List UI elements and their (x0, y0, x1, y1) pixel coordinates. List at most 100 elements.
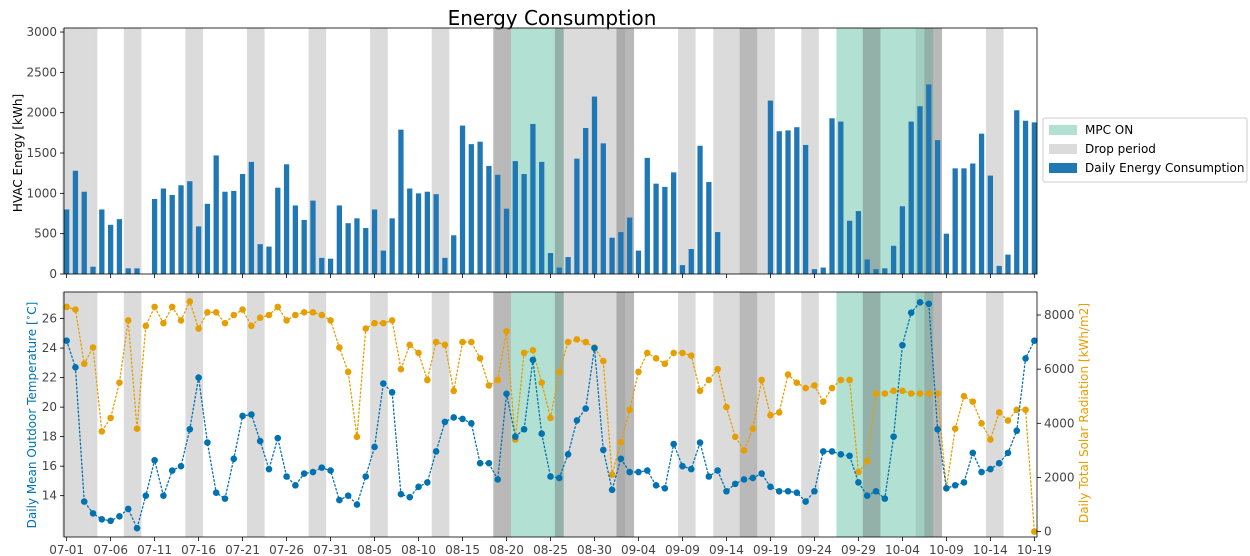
temperature-point-09-11 (696, 439, 704, 446)
temperature-point-09-05 (643, 467, 651, 474)
solar-point-07-15 (186, 298, 194, 305)
solar-point-07-30 (318, 311, 326, 319)
energy-bar-07-30 (319, 257, 325, 274)
solar-point-07-05 (98, 428, 106, 435)
solar-point-09-04 (635, 368, 642, 376)
solar-point-08-15 (459, 338, 466, 346)
solar-point-09-20 (775, 409, 783, 416)
energy-bar-07-22 (248, 161, 255, 274)
x-tick-label: 08-20 (489, 543, 524, 556)
temperature-point-08-16 (468, 420, 475, 427)
solar-point-07-09 (133, 425, 141, 433)
solar-point-09-25 (819, 398, 827, 405)
legend: MPC ON Drop period Daily Energy Consumpt… (1042, 117, 1248, 183)
solar-point-10-15 (995, 409, 1003, 416)
temperature-point-09-21 (784, 487, 792, 495)
top-frame (63, 27, 1038, 275)
temperature-point-08-18 (485, 459, 493, 467)
solar-point-10-02 (881, 390, 889, 397)
energy-bar-07-03 (81, 191, 87, 274)
solar-point-10-10 (951, 425, 959, 433)
energy-bar-09-22 (794, 127, 800, 274)
y-tick-label-solar: 2000 (1044, 470, 1075, 484)
temperature-point-09-24 (811, 487, 818, 495)
y-axis-label-energy: HVAC Energy [kWh] (11, 94, 25, 212)
solar-point-10-03 (890, 387, 897, 395)
temperature-point-07-06 (107, 517, 114, 525)
solar-point-09-26 (828, 384, 836, 392)
solar-point-10-04 (899, 387, 906, 395)
solar-point-09-03 (626, 406, 633, 414)
top-drop-period-14 (739, 28, 758, 274)
energy-bar-08-28 (574, 158, 580, 274)
energy-bar-10-11 (961, 168, 967, 274)
temperature-point-08-29 (582, 405, 589, 412)
temperature-point-08-22 (520, 425, 528, 433)
temperature-point-07-12 (160, 492, 167, 499)
solar-point-10-06 (916, 390, 924, 397)
energy-bar-10-10 (952, 168, 958, 274)
bottom-overlap-period-3 (739, 292, 758, 537)
solar-point-07-13 (168, 303, 176, 311)
energy-bar-08-06 (380, 250, 386, 274)
energy-bar-07-29 (310, 200, 316, 274)
chart-title: Energy Consumption (448, 6, 657, 30)
y-axis-label-solar: Daily Total Solar Radiation [kWh/m2] (1077, 303, 1091, 523)
temperature-point-09-27 (837, 451, 845, 458)
energy-bar-09-10 (688, 248, 694, 274)
energy-bar-09-12 (706, 182, 712, 274)
energy-bar-plot: 0 500 1000 1500 2000 2500 3000 (26, 25, 1038, 281)
energy-bar-08-22 (521, 173, 527, 274)
energy-bar-09-01 (609, 237, 615, 274)
y-tick-label-energy: 0 (49, 267, 57, 281)
solar-point-08-25 (547, 414, 554, 422)
solar-point-07-16 (195, 325, 202, 332)
energy-bar-08-03 (354, 218, 360, 274)
temperature-point-09-17 (749, 474, 757, 482)
temperature-point-08-21 (512, 433, 519, 440)
solar-point-08-11 (424, 376, 431, 384)
top-overlap-period-2 (616, 28, 635, 274)
energy-bar-08-29 (583, 128, 589, 274)
bottom-drop-period-16 (801, 292, 819, 537)
x-tick-label: 09-09 (665, 543, 700, 556)
energy-bar-09-27 (838, 121, 844, 274)
solar-point-09-12 (705, 376, 713, 384)
bottom-drop-period-13 (713, 292, 740, 537)
temperature-point-08-19 (494, 476, 502, 483)
energy-bar-07-13 (169, 194, 175, 274)
energy-bar-08-10 (415, 193, 422, 274)
y-tick-label-energy: 1500 (26, 146, 57, 160)
energy-bar-08-23 (530, 123, 536, 274)
energy-bar-08-13 (442, 257, 448, 274)
solar-point-09-28 (846, 376, 853, 384)
solar-point-07-01 (63, 303, 70, 311)
temperature-point-08-28 (573, 417, 581, 424)
temperature-point-09-28 (846, 452, 853, 460)
solar-point-09-27 (837, 376, 845, 384)
bottom-drop-period-11 (616, 292, 635, 537)
x-tick-label: 07-31 (313, 543, 348, 556)
temperature-point-09-10 (687, 465, 695, 473)
y-tick-label-solar: 8000 (1044, 308, 1075, 322)
energy-bar-07-16 (195, 226, 202, 274)
top-drop-period-12 (678, 28, 696, 274)
temperature-point-07-04 (89, 510, 97, 517)
energy-bar-07-05 (99, 209, 105, 274)
energy-bar-08-05 (371, 209, 378, 274)
temperature-point-07-23 (256, 437, 264, 445)
solar-point-09-21 (784, 371, 792, 378)
solar-point-08-22 (520, 349, 528, 357)
y-tick-label-solar: 0 (1044, 525, 1052, 539)
temperature-point-08-20 (503, 390, 510, 398)
x-tick-label: 08-10 (401, 543, 436, 556)
solar-point-10-13 (978, 419, 985, 427)
solar-point-07-24 (265, 311, 273, 319)
energy-bar-07-14 (178, 185, 184, 274)
y-tick-label-temperature: 16 (42, 459, 57, 473)
temperature-point-08-07 (388, 389, 396, 396)
temperature-point-07-19 (221, 495, 229, 502)
temperature-point-08-15 (459, 415, 466, 423)
energy-bar-08-25 (547, 253, 554, 274)
energy-bar-07-06 (107, 224, 114, 274)
